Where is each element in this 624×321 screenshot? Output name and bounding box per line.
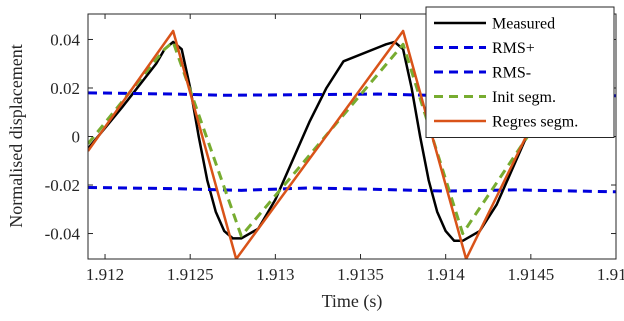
series-line-measured bbox=[88, 40, 532, 243]
x-tick-label: 1.915 bbox=[597, 265, 624, 284]
y-tick-label: 0.02 bbox=[50, 79, 80, 98]
x-tick-label: 1.913 bbox=[256, 265, 294, 284]
y-tick-label: 0.04 bbox=[50, 30, 80, 49]
x-axis-label: Time (s) bbox=[322, 291, 383, 312]
legend-label: RMS+ bbox=[492, 40, 535, 57]
legend-label: Init segm. bbox=[492, 89, 556, 106]
x-tick-label: 1.9135 bbox=[337, 265, 384, 284]
x-tick-label: 1.9145 bbox=[507, 265, 554, 284]
series-line-regres-segm bbox=[88, 29, 532, 259]
y-tick-label: -0.04 bbox=[45, 225, 81, 244]
legend-label: Measured bbox=[492, 16, 555, 33]
x-tick-label: 1.9125 bbox=[167, 265, 214, 284]
series-line-init-segm bbox=[88, 40, 533, 238]
series-line-rms bbox=[88, 185, 616, 194]
x-tick-label: 1.912 bbox=[86, 265, 124, 284]
legend-label: RMS- bbox=[492, 65, 531, 82]
legend-label: Regres segm. bbox=[492, 114, 578, 131]
y-tick-label: -0.02 bbox=[45, 176, 80, 195]
series-line-rms bbox=[88, 91, 616, 98]
series-layer bbox=[88, 29, 616, 259]
legend: Measured RMS+ RMS- Init segm. Regres segm. bbox=[425, 6, 615, 138]
x-tick-label: 1.914 bbox=[427, 265, 466, 284]
y-axis-label: Normalised displacement bbox=[6, 44, 26, 227]
y-tick-label: 0 bbox=[72, 128, 81, 147]
axes: 1.912 1.9125 1.913 1.9135 1.914 1.9145 1.915 -0… bbox=[45, 13, 624, 284]
